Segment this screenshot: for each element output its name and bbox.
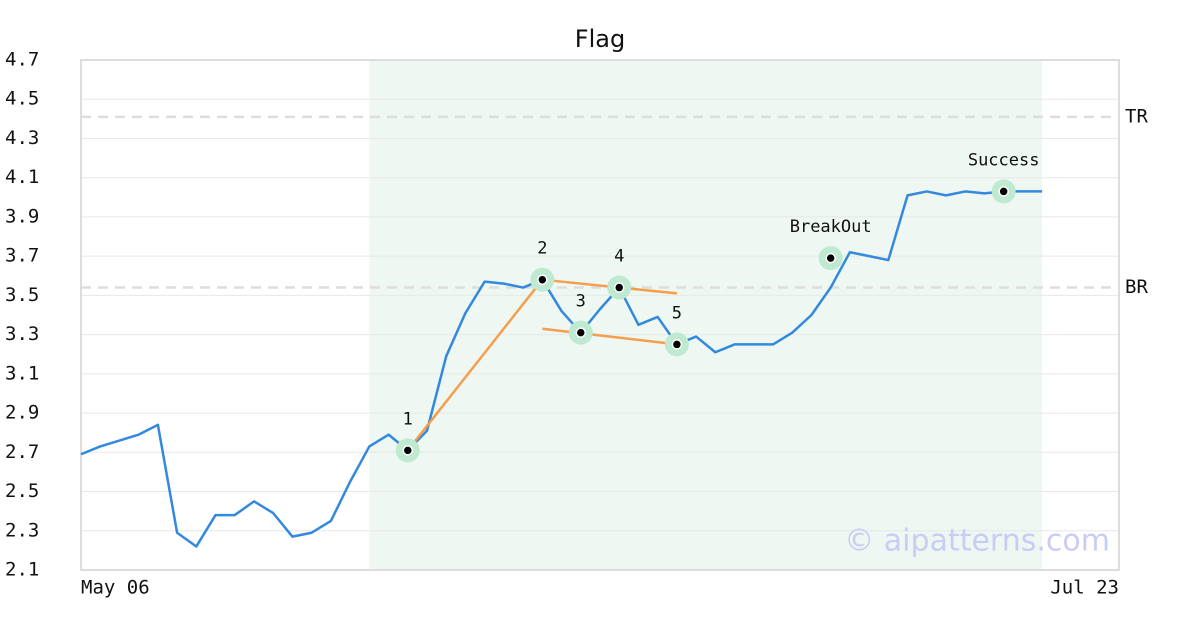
y-tick-label: 4.7: [5, 49, 39, 71]
point-label: 4: [614, 247, 624, 267]
price-line: [80, 190, 1043, 548]
y-tick-label: 3.7: [5, 245, 39, 267]
pattern-point: [671, 339, 683, 350]
pattern-point: [613, 282, 625, 293]
point-label: Success: [968, 150, 1040, 170]
pattern-point: [575, 327, 587, 338]
point-label: 3: [576, 292, 586, 312]
y-tick-label: 2.9: [5, 402, 39, 424]
y-tick-label: 2.3: [5, 519, 39, 541]
level-label: BR: [1125, 276, 1148, 298]
y-tick-label: 4.1: [5, 166, 39, 188]
point-label: BreakOut: [790, 217, 872, 237]
y-tick-label: 3.3: [5, 323, 39, 345]
y-tick-label: 4.5: [5, 88, 39, 110]
level-label: TR: [1125, 105, 1148, 127]
y-tick-label: 3.9: [5, 205, 39, 227]
pattern-point: [998, 186, 1009, 197]
chart-title: Flag: [575, 25, 625, 53]
y-tick-label: 3.1: [5, 362, 39, 384]
trendline: [406, 278, 544, 452]
pattern-point: [825, 252, 836, 264]
point-label: 1: [403, 409, 413, 429]
point-label: 2: [537, 239, 547, 259]
y-tick-label: 2.1: [5, 559, 39, 581]
trendline: [542, 327, 678, 346]
y-tick-label: 2.5: [5, 480, 39, 502]
y-tick-label: 4.3: [5, 127, 39, 149]
highlight-region: [369, 60, 1043, 570]
watermark: © aipatterns.com: [844, 524, 1110, 559]
point-label: 5: [672, 303, 682, 323]
y-tick-label: 2.7: [5, 441, 39, 463]
x-tick-label: Jul 23: [1050, 577, 1119, 599]
pattern-point: [402, 445, 414, 456]
pattern-point: [537, 274, 548, 285]
x-tick-label: May 06: [81, 577, 150, 599]
plot-frame: [80, 59, 1120, 571]
y-tick-label: 3.5: [5, 284, 39, 306]
